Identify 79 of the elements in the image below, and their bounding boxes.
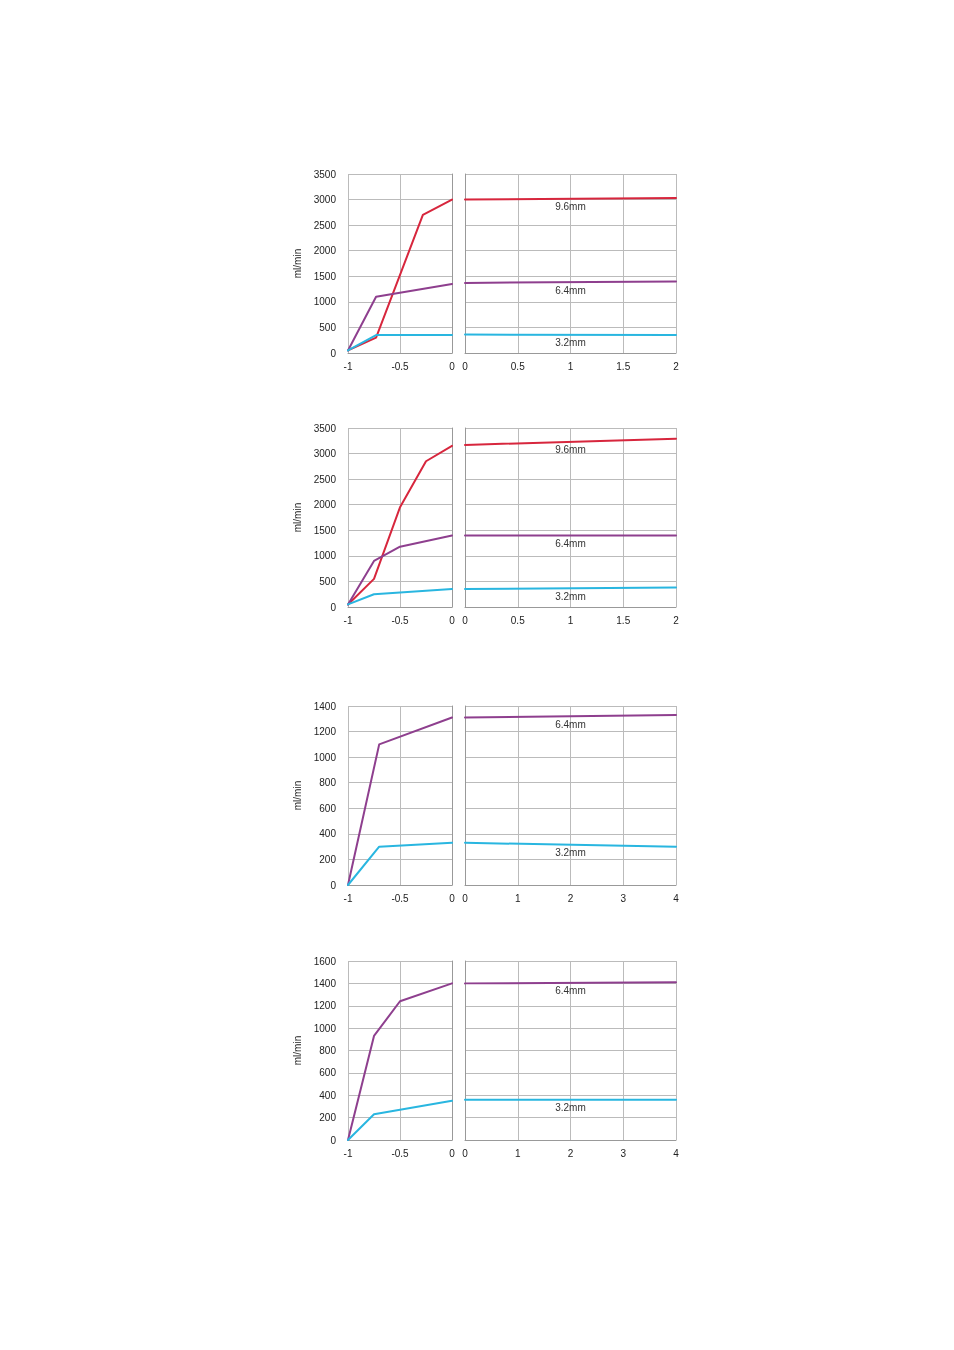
- x-tick-label: 0.5: [510, 614, 526, 626]
- y-tick-label: 2000: [313, 499, 337, 511]
- y-tick-label: 1400: [313, 977, 337, 989]
- y-tick-label: 2000: [313, 245, 337, 257]
- y-tick-label: 2500: [313, 219, 337, 231]
- y-tick-label: 3000: [313, 448, 337, 460]
- y-tick-label: 400: [319, 1089, 337, 1101]
- series-label: 6.4mm: [555, 284, 586, 296]
- y-tick-label: 600: [319, 802, 337, 814]
- x-tick-label: -1: [343, 614, 353, 626]
- y-tick-label: 200: [319, 853, 337, 865]
- y-tick-label: 1000: [313, 550, 337, 562]
- y-tick-label: 500: [319, 575, 337, 587]
- x-tick-label: -0.5: [391, 892, 410, 904]
- y-tick-label: 1600: [313, 955, 337, 967]
- x-tick-label: -1: [343, 1147, 353, 1159]
- x-tick-label: -0.5: [391, 1147, 410, 1159]
- x-tick-label: 1.5: [616, 360, 631, 372]
- x-tick-label: 0: [449, 360, 456, 372]
- y-tick-label: 1500: [313, 270, 337, 282]
- x-tick-label: -1: [343, 892, 353, 904]
- y-axis-title: ml/min: [291, 502, 303, 533]
- y-tick-label: 1000: [313, 296, 337, 308]
- y-tick-label: 1000: [313, 751, 337, 763]
- x-tick-label: -0.5: [391, 360, 410, 372]
- series-label: 9.6mm: [555, 201, 586, 213]
- x-tick-label: 0: [462, 1147, 469, 1159]
- x-tick-label: 2: [673, 360, 680, 372]
- x-tick-label: 1: [567, 360, 574, 372]
- y-tick-label: 500: [319, 321, 337, 333]
- x-tick-label: 2: [567, 892, 574, 904]
- x-tick-label: 1: [514, 1147, 521, 1159]
- y-tick-label: 1200: [313, 1000, 337, 1012]
- y-tick-label: 200: [319, 1112, 337, 1124]
- x-tick-label: 4: [673, 1147, 680, 1159]
- x-tick-label: 2: [567, 1147, 574, 1159]
- x-tick-label: 2: [673, 614, 680, 626]
- y-tick-label: 1200: [313, 726, 337, 738]
- y-tick-label: 3000: [313, 194, 337, 206]
- series-label: 3.2mm: [555, 590, 586, 602]
- y-tick-label: 600: [319, 1067, 337, 1079]
- y-tick-label: 0: [330, 601, 337, 613]
- y-tick-label: 0: [330, 1134, 337, 1146]
- x-tick-label: -0.5: [391, 614, 410, 626]
- y-tick-label: 0: [330, 347, 337, 359]
- x-tick-label: 1.5: [616, 614, 631, 626]
- x-tick-label: 0: [449, 1147, 456, 1159]
- y-tick-label: 800: [319, 1045, 337, 1056]
- series-label: 6.4mm: [555, 985, 586, 997]
- series-label: 9.6mm: [555, 444, 586, 456]
- series-label: 6.4mm: [555, 537, 586, 549]
- y-tick-label: 800: [319, 777, 337, 789]
- x-tick-label: 0.5: [510, 360, 526, 372]
- y-tick-label: 0: [330, 879, 337, 891]
- y-tick-label: 1000: [313, 1022, 337, 1034]
- y-axis-title: ml/min: [291, 780, 303, 811]
- y-tick-label: 400: [319, 828, 337, 840]
- y-axis-title: ml/min: [291, 248, 303, 279]
- x-tick-label: 1: [567, 614, 574, 626]
- series-label: 6.4mm: [555, 718, 586, 730]
- x-tick-label: 3: [620, 892, 627, 904]
- x-tick-label: 0: [449, 614, 456, 626]
- x-tick-label: 0: [462, 614, 469, 626]
- y-tick-label: 1400: [313, 700, 337, 712]
- y-tick-label: 2500: [313, 473, 337, 485]
- series-label: 3.2mm: [555, 847, 586, 859]
- x-tick-label: 0: [449, 892, 456, 904]
- x-tick-label: 0: [462, 360, 469, 372]
- y-tick-label: 3500: [313, 422, 337, 434]
- x-tick-label: 1: [514, 892, 521, 904]
- x-tick-label: 3: [620, 1147, 627, 1159]
- y-tick-label: 3500: [313, 168, 337, 180]
- series-label: 3.2mm: [555, 337, 586, 349]
- x-tick-label: 4: [673, 892, 680, 904]
- series-label: 3.2mm: [555, 1102, 586, 1114]
- y-tick-label: 1500: [313, 524, 337, 536]
- x-tick-label: -1: [343, 360, 353, 372]
- x-tick-label: 0: [462, 892, 469, 904]
- y-axis-title: ml/min: [291, 1035, 303, 1066]
